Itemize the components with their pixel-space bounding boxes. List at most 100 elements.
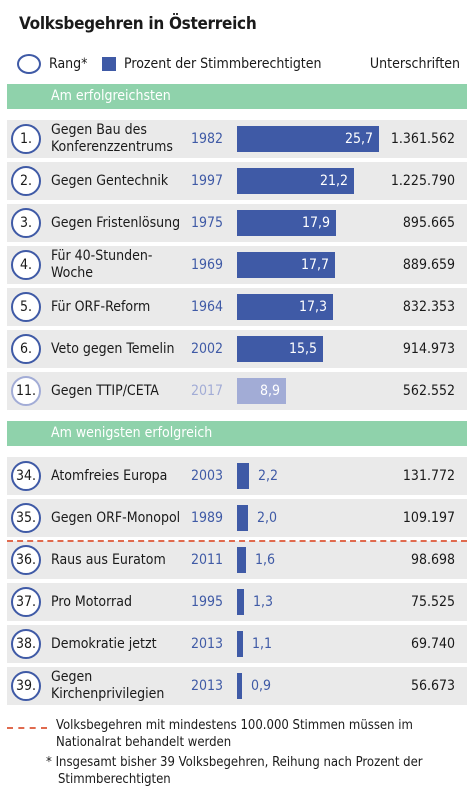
bar-value-label: 15,5 <box>288 341 317 357</box>
rank-badge: 11. <box>11 376 41 406</box>
row-signatures: 69.740 <box>410 636 455 652</box>
table-row: 35. Gegen ORF-Monopol 1989 2,0 109.197 <box>7 499 467 537</box>
table-row: 1. Gegen Bau des Konferenzzentrums 1982 25,… <box>7 120 467 158</box>
rank-badge: 39. <box>11 671 41 701</box>
row-year: 2013 <box>190 678 224 694</box>
bar <box>237 505 248 531</box>
bar-value-label: 0,9 <box>251 678 272 694</box>
bar <box>237 294 333 320</box>
row-signatures: 895.665 <box>402 215 455 231</box>
row-year: 2017 <box>190 383 224 399</box>
table-row: 38. Demokratie jetzt 2013 1,1 69.740 <box>7 625 467 663</box>
row-label: Gegen ORF-Monopol <box>51 509 181 526</box>
rank-badge: 1. <box>11 124 41 154</box>
row-year: 1997 <box>190 173 224 189</box>
row-signatures: 889.659 <box>402 257 455 273</box>
bar-value-label: 21,2 <box>319 173 348 189</box>
threshold-line <box>7 540 467 542</box>
legend: Rang* Prozent der Stimmberechtigten Unte… <box>0 54 472 76</box>
rank-badge: 37. <box>11 587 41 617</box>
row-label: Raus aus Euratom <box>51 551 166 568</box>
row-year: 1982 <box>190 131 224 147</box>
bar <box>237 168 354 194</box>
bar-value-label: 2,2 <box>258 468 279 484</box>
row-label: Atomfreies Europa <box>51 467 168 484</box>
chart-title: Volksbegehren in Österreich <box>19 14 257 34</box>
bar <box>237 589 244 615</box>
row-year: 2011 <box>190 552 224 568</box>
bar <box>237 463 249 489</box>
bar <box>237 673 242 699</box>
rank-badge: 35. <box>11 503 41 533</box>
table-row: 36. Raus aus Euratom 2011 1,6 98.698 <box>7 541 467 579</box>
row-year: 1989 <box>190 510 224 526</box>
row-label: Gegen Gentechnik <box>51 172 169 189</box>
bar-value-label: 17,9 <box>301 215 330 231</box>
row-signatures: 98.698 <box>410 552 455 568</box>
bar <box>237 252 335 278</box>
bar <box>237 631 243 657</box>
bar-swatch-icon <box>102 57 116 71</box>
bar <box>237 210 336 236</box>
table-row: 11. Gegen TTIP/CETA 2017 8,9 562.552 <box>7 372 467 410</box>
footnote-threshold: Volksbegehren mit mindestens 100.000 Sti… <box>56 718 413 750</box>
row-year: 2013 <box>190 636 224 652</box>
bar-value-label: 17,3 <box>298 299 327 315</box>
bar-value-label: 2,0 <box>257 510 278 526</box>
row-signatures: 914.973 <box>402 341 455 357</box>
rank-badge: 34. <box>11 461 41 491</box>
row-label: Pro Motorrad <box>51 593 132 610</box>
bar-value-label: 17,7 <box>300 257 329 273</box>
section-header: Am erfolgreichsten <box>7 84 467 109</box>
legend-rank-label: Rang* <box>49 56 88 72</box>
row-label: Gegen TTIP/CETA <box>51 382 159 399</box>
table-row: 5. Für ORF-Reform 1964 17,3 832.353 <box>7 288 467 326</box>
row-year: 2003 <box>190 468 224 484</box>
table-row: 2. Gegen Gentechnik 1997 21,2 1.225.790 <box>7 162 467 200</box>
row-signatures: 562.552 <box>402 383 455 399</box>
rank-badge: 36. <box>11 545 41 575</box>
section-header: Am wenigsten erfolgreich <box>7 421 467 446</box>
footnote-ranking: * Insgesamt bisher 39 Volksbegehren, Rei… <box>46 754 461 788</box>
row-label: Für 40-Stunden-Woche <box>51 248 153 281</box>
bar-value-label: 8,9 <box>259 383 280 399</box>
bar <box>237 547 246 573</box>
rank-badge: 3. <box>11 208 41 238</box>
row-label: Für ORF-Reform <box>51 298 151 315</box>
row-year: 1964 <box>190 299 224 315</box>
legend-signatures-label: Unterschriften <box>369 56 460 72</box>
table-row: 6. Veto gegen Temelin 2002 15,5 914.973 <box>7 330 467 368</box>
bar-value-label: 1,1 <box>252 636 273 652</box>
row-signatures: 109.197 <box>402 510 455 526</box>
table-row: 39. Gegen Kirchenprivilegien 2013 0,9 56.673 <box>7 667 467 705</box>
table-row: 37. Pro Motorrad 1995 1,3 75.525 <box>7 583 467 621</box>
row-signatures: 1.361.562 <box>390 131 455 147</box>
bar <box>237 378 286 404</box>
rank-circle-icon <box>17 54 41 74</box>
rank-badge: 6. <box>11 334 41 364</box>
rank-badge: 5. <box>11 292 41 322</box>
row-signatures: 131.772 <box>402 468 455 484</box>
rank-badge: 4. <box>11 250 41 280</box>
row-signatures: 1.225.790 <box>390 173 455 189</box>
row-year: 1975 <box>190 215 224 231</box>
footnote-ranking-text: Insgesamt bisher 39 Volksbegehren, Reihu… <box>55 755 423 787</box>
row-signatures: 75.525 <box>410 594 455 610</box>
row-year: 1969 <box>190 257 224 273</box>
bar-value-label: 1,6 <box>255 552 276 568</box>
bar <box>237 336 323 362</box>
rank-badge: 38. <box>11 629 41 659</box>
legend-percent-label: Prozent der Stimmberechtigten <box>124 56 322 72</box>
table-row: 3. Gegen Fristenlösung 1975 17,9 895.665 <box>7 204 467 242</box>
threshold-legend-line <box>7 727 47 729</box>
row-year: 2002 <box>190 341 224 357</box>
row-label: Gegen Kirchenprivilegien <box>51 669 165 702</box>
row-year: 1995 <box>190 594 224 610</box>
table-row: 4. Für 40-Stunden-Woche 1969 17,7 889.659 <box>7 246 467 284</box>
row-signatures: 56.673 <box>410 678 455 694</box>
row-signatures: 832.353 <box>402 299 455 315</box>
bar <box>237 126 379 152</box>
bar-value-label: 1,3 <box>253 594 274 610</box>
table-row: 34. Atomfreies Europa 2003 2,2 131.772 <box>7 457 467 495</box>
bar-value-label: 25,7 <box>344 131 373 147</box>
